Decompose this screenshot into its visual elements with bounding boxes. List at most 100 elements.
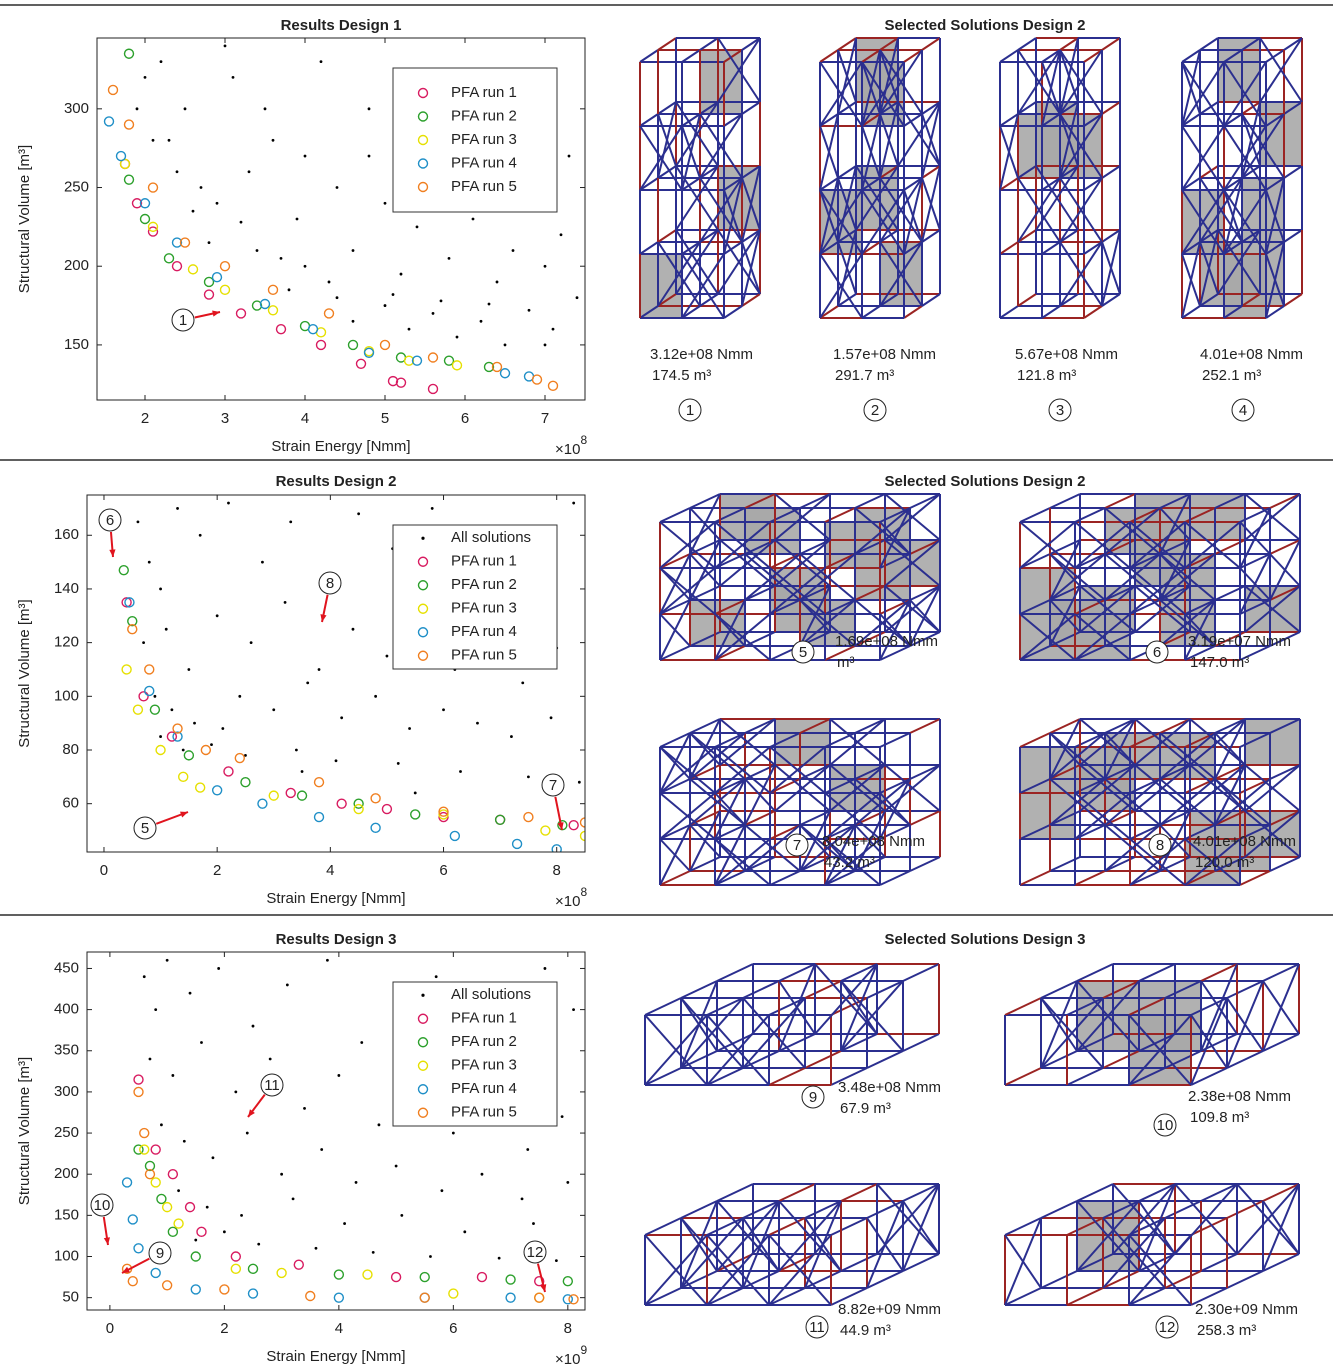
solution-point <box>408 727 411 730</box>
y-tick-label: 140 <box>54 580 79 597</box>
member <box>837 49 857 103</box>
member <box>1004 1067 1042 1086</box>
annotation-circle <box>1231 398 1255 422</box>
member <box>744 493 776 509</box>
annotation-arrowhead <box>320 614 327 622</box>
member <box>742 997 806 1069</box>
member <box>879 101 899 115</box>
plot-area <box>118 501 585 852</box>
member <box>706 997 744 1016</box>
member <box>1159 493 1191 509</box>
member <box>1283 165 1303 179</box>
solution-point <box>261 560 264 564</box>
solution-point <box>194 1238 198 1242</box>
member <box>1079 585 1136 633</box>
member <box>659 792 716 840</box>
pfa-point <box>183 750 195 761</box>
member <box>879 241 923 307</box>
member <box>1004 1287 1042 1306</box>
pfa-point <box>118 564 129 576</box>
volume: 43.2 m³ <box>824 854 875 871</box>
pfa-point <box>387 375 399 387</box>
pfa-point <box>438 811 449 823</box>
member <box>840 980 904 1052</box>
pfa-point <box>123 119 135 130</box>
member <box>1199 293 1219 307</box>
annotation-circle <box>541 773 565 797</box>
x-tick-label: 4 <box>335 1320 343 1337</box>
member <box>1159 718 1191 734</box>
solution-point <box>142 641 145 645</box>
member <box>659 567 691 601</box>
member <box>1265 177 1285 191</box>
member <box>769 746 826 794</box>
member <box>644 1217 682 1236</box>
member <box>1226 997 1264 1052</box>
member <box>689 824 721 858</box>
member <box>837 101 857 115</box>
volume: 67.9 m³ <box>840 1100 891 1117</box>
legend-marker <box>417 650 429 661</box>
member <box>999 305 1019 319</box>
member <box>804 980 842 999</box>
solution-point <box>200 1041 203 1044</box>
member <box>824 838 856 872</box>
structure <box>659 718 941 886</box>
member <box>1076 963 1114 982</box>
member <box>1066 1217 1104 1236</box>
pfa-point <box>123 174 135 185</box>
member <box>1059 165 1079 179</box>
annotation-label: 4 <box>1239 402 1247 419</box>
member <box>819 253 863 319</box>
member <box>1223 189 1243 243</box>
legend-marker <box>417 158 429 169</box>
solution-point <box>385 654 389 658</box>
member <box>1083 305 1103 319</box>
member <box>1019 870 1051 886</box>
member <box>909 585 941 601</box>
annotation-label: 6 <box>106 512 114 529</box>
member <box>879 165 899 179</box>
member <box>699 177 743 243</box>
annotation-label: 8 <box>1156 837 1164 854</box>
member <box>1102 980 1140 999</box>
member <box>659 824 691 840</box>
legend-marker <box>417 1060 429 1071</box>
member <box>1217 229 1261 295</box>
member <box>1269 585 1301 601</box>
member <box>1049 599 1081 633</box>
pfa-point <box>267 305 279 316</box>
solution-point <box>497 1256 501 1260</box>
pfa-point <box>230 1263 242 1275</box>
panel <box>699 49 743 115</box>
pfa-point <box>247 1263 259 1275</box>
member <box>837 229 857 243</box>
solution-point <box>575 296 579 300</box>
strain-energy: 3.48e+08 Nmm <box>838 1079 941 1096</box>
member <box>804 1217 842 1272</box>
pfa-point <box>172 723 183 734</box>
annotation-circle <box>133 816 157 840</box>
pfa-point <box>138 691 149 702</box>
x-tick-label: 2 <box>213 862 221 879</box>
pfa-point <box>285 787 296 799</box>
member <box>1019 613 1076 661</box>
member <box>1128 1014 1192 1086</box>
member <box>1128 1234 1192 1306</box>
member <box>1283 229 1303 243</box>
member <box>854 493 886 509</box>
member <box>861 113 881 127</box>
member <box>1269 631 1301 647</box>
solution-point <box>440 1189 444 1193</box>
pfa-point <box>147 221 159 233</box>
solution-point <box>335 186 339 189</box>
member <box>680 1217 718 1272</box>
member <box>1199 229 1219 243</box>
solution-point <box>521 681 525 685</box>
member <box>1269 493 1301 509</box>
member <box>1190 1067 1228 1086</box>
solution-point <box>495 280 499 284</box>
member <box>1049 718 1081 734</box>
annotation-circle <box>260 1073 284 1097</box>
